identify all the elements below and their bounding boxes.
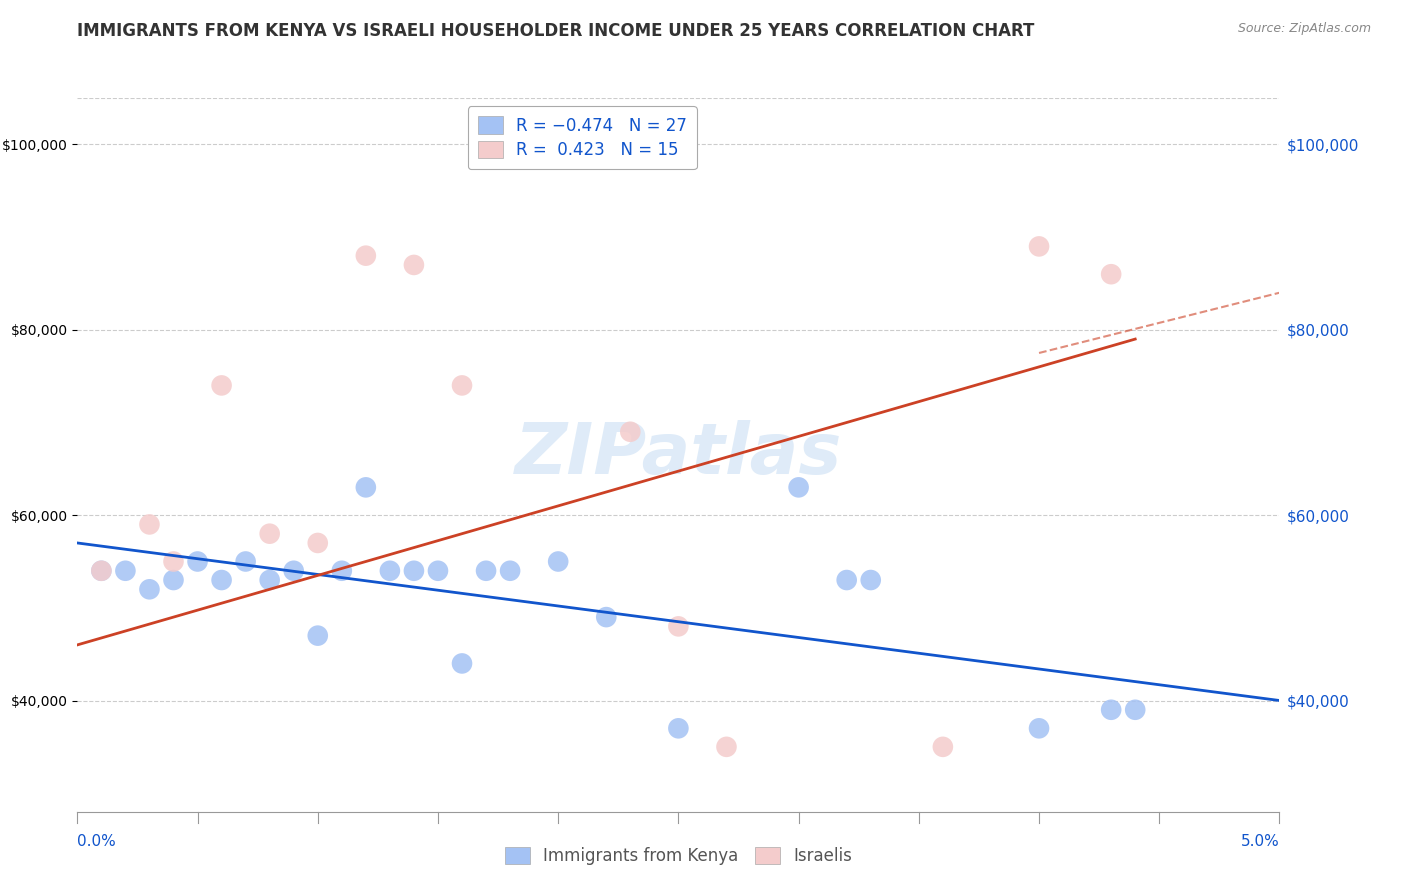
Point — [211, 573, 233, 587]
Point — [619, 425, 641, 439]
Text: ZIPatlas: ZIPatlas — [515, 420, 842, 490]
Point — [716, 739, 738, 754]
Text: 5.0%: 5.0% — [1240, 834, 1279, 849]
Point — [835, 573, 858, 587]
Point — [330, 564, 353, 578]
Point — [307, 536, 329, 550]
Point — [1028, 239, 1050, 253]
Point — [427, 564, 450, 578]
Point — [186, 554, 209, 568]
Point — [451, 378, 474, 392]
Point — [1099, 703, 1122, 717]
Point — [402, 258, 425, 272]
Point — [787, 480, 810, 494]
Text: 0.0%: 0.0% — [77, 834, 117, 849]
Point — [307, 629, 329, 643]
Point — [668, 721, 690, 735]
Text: Source: ZipAtlas.com: Source: ZipAtlas.com — [1237, 22, 1371, 36]
Point — [235, 554, 257, 568]
Point — [114, 564, 136, 578]
Point — [138, 517, 160, 532]
Point — [90, 564, 112, 578]
Point — [162, 573, 184, 587]
Point — [932, 739, 955, 754]
Point — [354, 249, 377, 263]
Point — [402, 564, 425, 578]
Legend: Immigrants from Kenya, Israelis: Immigrants from Kenya, Israelis — [495, 837, 862, 875]
Point — [211, 378, 233, 392]
Point — [1099, 267, 1122, 281]
Point — [162, 554, 184, 568]
Point — [90, 564, 112, 578]
Point — [668, 619, 690, 633]
Point — [283, 564, 305, 578]
Point — [354, 480, 377, 494]
Point — [859, 573, 882, 587]
Point — [475, 564, 498, 578]
Point — [499, 564, 522, 578]
Point — [595, 610, 617, 624]
Point — [138, 582, 160, 597]
Point — [547, 554, 569, 568]
Point — [1123, 703, 1146, 717]
Point — [259, 573, 281, 587]
Point — [1028, 721, 1050, 735]
Point — [451, 657, 474, 671]
Point — [378, 564, 401, 578]
Point — [259, 526, 281, 541]
Text: IMMIGRANTS FROM KENYA VS ISRAELI HOUSEHOLDER INCOME UNDER 25 YEARS CORRELATION C: IMMIGRANTS FROM KENYA VS ISRAELI HOUSEHO… — [77, 22, 1035, 40]
